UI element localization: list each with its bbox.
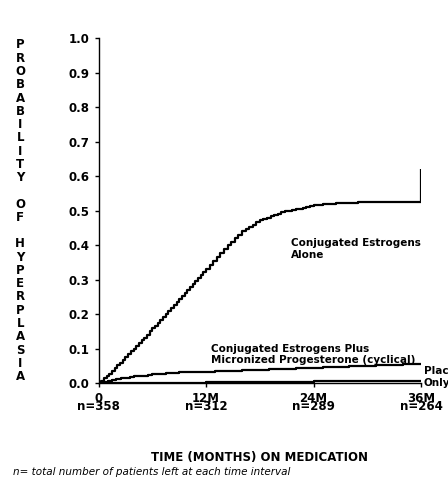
Text: H: H (15, 238, 25, 251)
Text: A: A (16, 91, 25, 104)
Text: L: L (17, 317, 24, 330)
Text: R: R (16, 290, 25, 304)
Text: I: I (18, 357, 22, 370)
Text: T: T (16, 158, 24, 171)
Text: P: P (16, 264, 25, 277)
Text: n=358: n=358 (77, 400, 120, 413)
Text: A: A (16, 331, 25, 343)
Text: B: B (16, 105, 25, 118)
Text: Y: Y (16, 251, 24, 263)
Text: Conjugated Estrogens Plus
Micronized Progesterone (cyclical): Conjugated Estrogens Plus Micronized Pro… (211, 343, 415, 365)
Text: L: L (17, 131, 24, 144)
Text: O: O (15, 65, 25, 78)
Text: R: R (16, 52, 25, 65)
Text: E: E (16, 277, 24, 290)
Text: P: P (16, 304, 25, 317)
Text: O: O (15, 198, 25, 211)
Text: n=289: n=289 (292, 400, 335, 413)
Text: F: F (16, 211, 24, 224)
Text: I: I (18, 118, 22, 131)
Text: n=312: n=312 (185, 400, 228, 413)
Text: Placebo
Only: Placebo Only (424, 366, 448, 388)
Text: n=264: n=264 (400, 400, 443, 413)
Text: S: S (16, 343, 24, 356)
Text: A: A (16, 370, 25, 383)
Text: I: I (18, 145, 22, 158)
Text: n= total number of patients left at each time interval: n= total number of patients left at each… (13, 467, 291, 477)
Text: P: P (16, 38, 25, 51)
Text: Conjugated Estrogens
Alone: Conjugated Estrogens Alone (291, 239, 421, 260)
Text: B: B (16, 78, 25, 91)
Text: TIME (MONTHS) ON MEDICATION: TIME (MONTHS) ON MEDICATION (151, 451, 368, 464)
Text: Y: Y (16, 171, 24, 184)
